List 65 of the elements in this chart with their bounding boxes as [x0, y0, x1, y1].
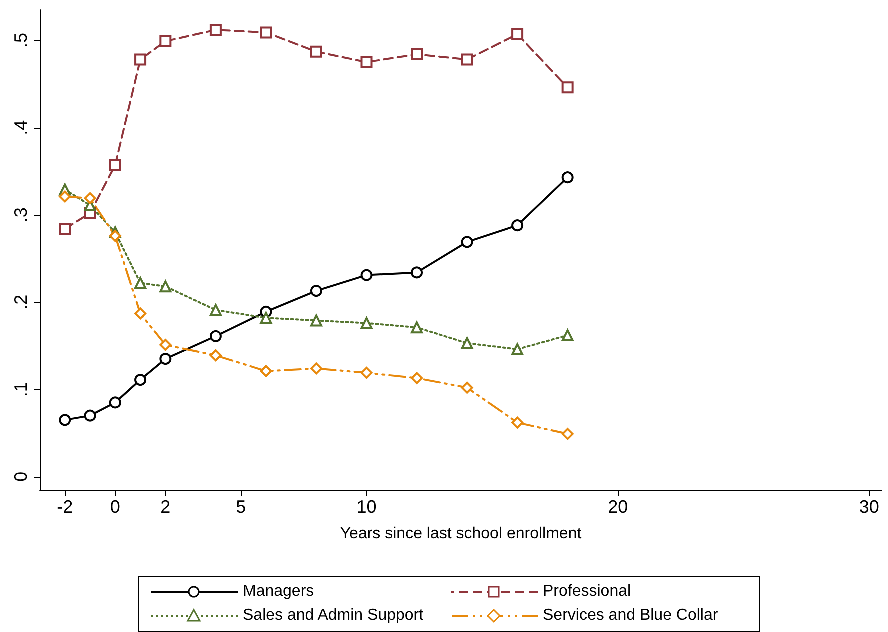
point	[360, 269, 373, 282]
point	[134, 374, 147, 386]
point	[160, 35, 172, 48]
point	[360, 367, 373, 380]
x-tick-label: 2	[160, 497, 171, 517]
point	[59, 414, 72, 426]
point	[461, 337, 474, 350]
point	[109, 396, 122, 409]
point	[461, 236, 474, 248]
x-tick-label: 0	[110, 497, 120, 517]
point	[461, 382, 474, 394]
point	[134, 54, 147, 66]
point	[461, 54, 474, 66]
point	[562, 82, 574, 94]
legend-label: Professional	[543, 583, 632, 601]
y-tick-label: .4	[11, 120, 31, 136]
point	[109, 159, 122, 172]
x-tick-label: 20	[608, 497, 628, 517]
text: Managers	[243, 583, 314, 601]
x-tick-label: 30	[859, 497, 880, 517]
point	[210, 304, 222, 316]
point	[260, 312, 272, 324]
point	[109, 230, 122, 242]
point	[134, 277, 147, 290]
point	[310, 285, 322, 298]
point	[160, 339, 172, 352]
x-tick-label: 10	[356, 497, 377, 517]
point	[310, 46, 322, 58]
point	[562, 330, 574, 342]
point	[210, 350, 222, 362]
point	[59, 190, 72, 203]
point	[512, 220, 524, 232]
point	[411, 322, 424, 334]
point	[512, 416, 524, 429]
point	[260, 365, 272, 378]
x-tick-label: 5	[236, 497, 246, 517]
y-tick-label: .5	[11, 33, 31, 48]
point	[310, 362, 322, 375]
point	[134, 308, 147, 320]
legend-label: Sales and Admin Support	[243, 607, 424, 625]
point	[562, 172, 574, 184]
point	[84, 192, 96, 205]
point	[59, 223, 72, 236]
x-tick-label: -2	[57, 497, 74, 517]
y-tick-label: .3	[11, 208, 31, 223]
point	[160, 353, 172, 366]
y-tick-label: 0	[11, 472, 31, 482]
point	[360, 317, 373, 330]
point	[160, 280, 172, 293]
point	[210, 24, 222, 36]
point	[562, 428, 574, 440]
x-axis-title: Years since last school enrollment	[340, 526, 582, 542]
point	[310, 314, 322, 327]
legend-label: Services and Blue Collar	[543, 607, 718, 625]
point	[84, 410, 96, 422]
y-tick-label: .2	[11, 294, 31, 310]
point	[411, 372, 424, 384]
point	[210, 330, 222, 342]
point	[260, 26, 272, 39]
y-tick-label: .1	[11, 382, 31, 398]
point	[512, 343, 524, 356]
point	[512, 28, 524, 40]
point	[411, 266, 424, 279]
point	[360, 56, 373, 68]
point	[411, 48, 424, 61]
